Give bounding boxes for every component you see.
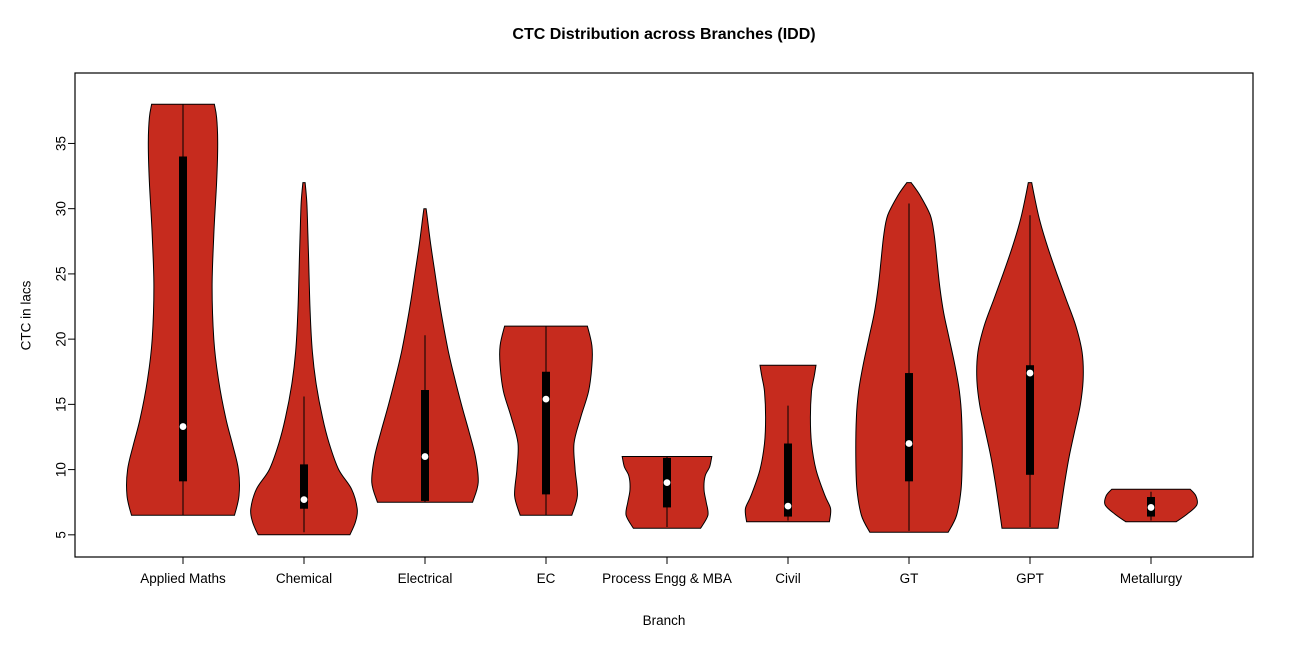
median-dot bbox=[421, 453, 429, 460]
y-tick-label: 5 bbox=[54, 531, 69, 539]
x-tick-label: Process Engg & MBA bbox=[602, 571, 732, 586]
median-dot bbox=[542, 395, 550, 403]
y-tick-label: 30 bbox=[54, 201, 69, 216]
median-dot bbox=[1026, 369, 1034, 377]
iqr-box bbox=[179, 156, 187, 482]
x-tick-label: GPT bbox=[1016, 571, 1044, 586]
median-dot bbox=[663, 479, 671, 487]
x-tick-label: Civil bbox=[775, 571, 801, 586]
iqr-box bbox=[421, 390, 429, 501]
x-tick-label: Applied Maths bbox=[140, 571, 226, 586]
x-axis-label: Branch bbox=[642, 613, 686, 628]
y-tick-label: 35 bbox=[54, 136, 69, 151]
x-tick-label: Electrical bbox=[398, 571, 453, 586]
y-tick-label: 10 bbox=[54, 462, 69, 477]
chart-title: CTC Distribution across Branches (IDD) bbox=[512, 26, 816, 43]
y-tick-label: 15 bbox=[54, 397, 69, 412]
iqr-box bbox=[1026, 365, 1034, 475]
y-tick-label: 20 bbox=[54, 332, 69, 347]
median-dot bbox=[300, 496, 308, 503]
iqr-box bbox=[542, 371, 550, 495]
x-tick-label: EC bbox=[537, 571, 556, 586]
median-dot bbox=[1147, 504, 1155, 511]
x-tick-label: Chemical bbox=[276, 571, 332, 586]
median-dot bbox=[179, 423, 187, 430]
violin-shape bbox=[250, 182, 358, 536]
iqr-box bbox=[905, 373, 913, 482]
x-tick-label: Metallurgy bbox=[1120, 571, 1183, 586]
y-axis-label: CTC in lacs bbox=[18, 280, 34, 351]
iqr-box bbox=[784, 443, 792, 517]
y-tick-label: 25 bbox=[54, 266, 69, 281]
median-dot bbox=[905, 440, 913, 447]
x-tick-label: GT bbox=[900, 571, 919, 586]
plot-border bbox=[74, 72, 1254, 558]
iqr-box bbox=[300, 464, 308, 509]
median-dot bbox=[784, 502, 792, 510]
